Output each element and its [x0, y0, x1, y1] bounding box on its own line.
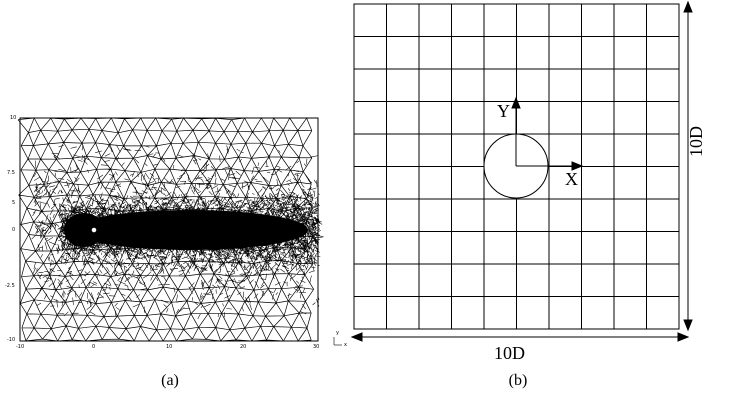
- x-axis-label: X: [565, 169, 578, 189]
- width-dimension-label: 10D: [494, 343, 525, 363]
- y-axis-arrow: [511, 96, 521, 166]
- domain-border: [353, 3, 680, 330]
- x-axis-arrow: [516, 161, 584, 171]
- y-tick-label: -2.5: [5, 283, 15, 289]
- panel-a-caption: (a): [161, 372, 179, 389]
- panel-a-mesh-plot: 10 7.5 5 0 -2.5 -10 -10 0 10 20 30 y x: [0, 108, 352, 354]
- panel-b-caption: (b): [508, 372, 528, 389]
- triangular-mesh: [17, 117, 342, 346]
- y-tick-label: -10: [7, 337, 16, 343]
- y-tick-label: 10: [10, 115, 17, 121]
- x-tick-label: 10: [166, 344, 173, 350]
- x-tick-label: 0: [92, 344, 96, 350]
- x-tick-label: -10: [16, 344, 25, 350]
- y-axis-label: Y: [497, 101, 510, 121]
- mesh-domain-border: [19, 117, 319, 342]
- coordinate-triad: [333, 337, 342, 346]
- triad-y-label: y: [336, 330, 339, 336]
- height-dimension-arrow: [683, 0, 693, 332]
- x-tick-label: 30: [313, 344, 320, 350]
- x-tick-label: 20: [240, 344, 247, 350]
- width-dimension-arrow: [350, 332, 690, 342]
- triad-x-label: x: [344, 342, 347, 348]
- y-tick-label: 0: [12, 227, 16, 233]
- cylinder-hole: [91, 227, 97, 233]
- height-dimension-label: 10D: [686, 126, 706, 157]
- y-tick-label: 7.5: [7, 170, 15, 176]
- y-tick-label: 5: [12, 200, 16, 206]
